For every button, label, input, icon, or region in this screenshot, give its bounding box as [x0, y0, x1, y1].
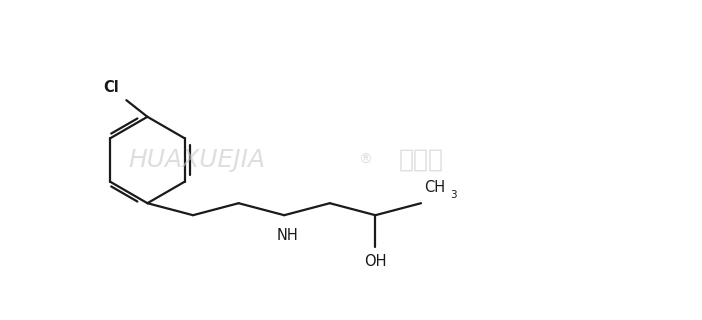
- Text: HUAXUEJIA: HUAXUEJIA: [128, 148, 265, 172]
- Text: 化学加: 化学加: [399, 148, 444, 172]
- Text: OH: OH: [364, 253, 387, 268]
- Text: 3: 3: [451, 190, 457, 200]
- Text: CH: CH: [425, 180, 446, 195]
- Text: NH: NH: [277, 228, 298, 243]
- Text: Cl: Cl: [104, 80, 119, 95]
- Text: ®: ®: [358, 153, 372, 167]
